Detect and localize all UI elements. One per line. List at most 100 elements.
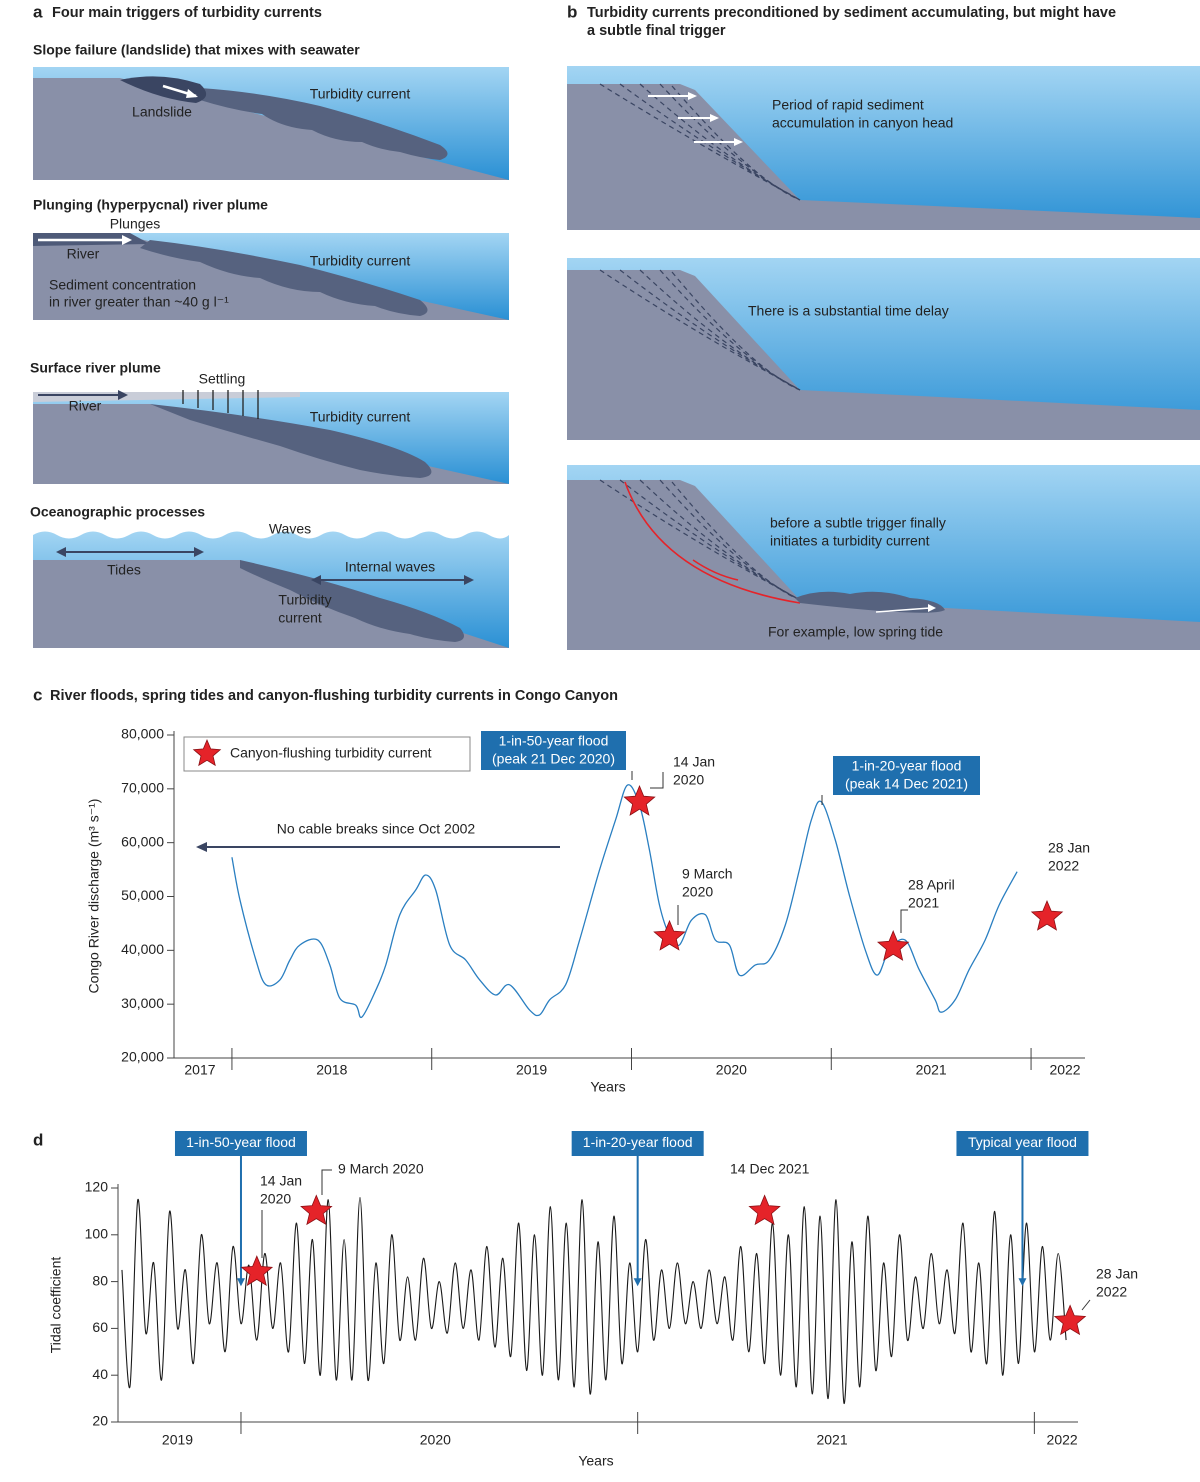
legend-star — [192, 738, 222, 767]
note-text: No cable breaks since Oct 2002 — [277, 821, 476, 837]
x-tick-label: 2022 — [1049, 1062, 1080, 1078]
diagram-final-trigger-shape-shape — [624, 481, 801, 604]
legend-label: Canyon-flushing turbidity current — [230, 745, 432, 761]
label: Landslide — [132, 104, 192, 120]
panel-title: a subtle final trigger — [587, 23, 726, 39]
panel-letter: a — [33, 2, 43, 21]
diagram-time-delay-shape — [567, 270, 1200, 440]
diagram-surface-plume: Settling River Turbidity current — [33, 371, 509, 484]
diagram-final-trigger-shape — [567, 480, 1200, 650]
event-label: 14 Dec 2021 — [730, 1161, 810, 1177]
callout-text: 1-in-50-year flood — [186, 1134, 296, 1150]
x-tick-label: 2020 — [420, 1432, 451, 1448]
label: Turbidity current — [310, 253, 411, 269]
event-label: 2020 — [682, 884, 713, 900]
diagram-landslide: Landslide Turbidity current — [33, 67, 509, 180]
label-leader — [900, 909, 908, 933]
diagram-time-delay-shape-shape — [671, 271, 801, 391]
callout-text: 1-in-20-year flood — [583, 1134, 693, 1150]
diagram-final-trigger-shape-shape — [599, 479, 801, 601]
diagram-accumulation-shape-shape — [710, 114, 719, 122]
callout-box — [481, 731, 626, 770]
diagram-oceanographic-shape — [240, 560, 464, 642]
x-tick-label: 2021 — [916, 1062, 947, 1078]
x-tick-label: 2021 — [816, 1432, 847, 1448]
panel-b: b Turbidity currents preconditioned by s… — [567, 2, 1200, 650]
callout-box — [956, 1131, 1089, 1156]
diagram-time-delay-shape-shape — [599, 269, 801, 391]
diagram-surface-plume-shape — [150, 404, 432, 478]
y-tick-label: 40 — [92, 1366, 108, 1382]
event-label: 2020 — [673, 772, 704, 788]
event-label: 14 Jan — [673, 754, 715, 770]
label: current — [278, 610, 322, 626]
label: For example, low spring tide — [768, 624, 943, 640]
label-leader — [321, 1169, 332, 1195]
event-star — [240, 1255, 274, 1287]
label: Waves — [269, 521, 311, 537]
label: River — [69, 398, 102, 414]
label: Tides — [107, 562, 141, 578]
x-tick-label: 2018 — [316, 1062, 347, 1078]
label: before a subtle trigger finally — [770, 515, 946, 531]
diagram-final-trigger-shape — [875, 607, 931, 613]
diagram-accumulation-shape-shape — [659, 83, 801, 201]
diagram-accumulation-shape-shape — [671, 85, 801, 201]
y-tick-label: 20 — [92, 1413, 108, 1429]
event-label: 2020 — [260, 1191, 291, 1207]
callout-arrowhead — [633, 1278, 642, 1287]
diagram-plunging-shape — [122, 235, 132, 245]
diagram-final-trigger-shape-shape — [659, 479, 801, 601]
callout-text: 1-in-50-year flood — [499, 733, 609, 749]
panel-title: Four main triggers of turbidity currents — [52, 5, 322, 21]
callout-box — [174, 1131, 307, 1156]
diagram-oceanographic-shape — [464, 575, 474, 585]
diagram-oceanographic: Waves Tides Internal waves Turbidity cur… — [33, 521, 509, 648]
diagram-landslide-shape — [120, 76, 207, 103]
diagram-title: Surface river plume — [30, 360, 161, 376]
diagram-plunging: Plunges River Turbidity current Sediment… — [33, 216, 509, 320]
event-star — [300, 1194, 333, 1226]
event-star — [653, 919, 686, 951]
diagram-accumulation: Period of rapid sediment accumulation in… — [567, 66, 1200, 230]
event-star — [748, 1194, 781, 1226]
label: Turbidity current — [310, 409, 411, 425]
diagram-time-delay: There is a substantial time delay — [567, 258, 1200, 440]
diagram-title: Plunging (hyperpycnal) river plume — [33, 197, 268, 213]
event-star — [623, 784, 656, 816]
event-label: 9 March — [682, 866, 733, 882]
event-label: 2022 — [1096, 1284, 1127, 1300]
y-tick-label: 70,000 — [121, 780, 164, 796]
y-tick-label: 60,000 — [121, 833, 164, 849]
event-label: 9 March 2020 — [338, 1161, 424, 1177]
label: Settling — [199, 371, 246, 387]
diagram-title: Oceanographic processes — [30, 504, 205, 520]
data-line — [231, 784, 1018, 1019]
event-star — [877, 930, 910, 961]
label: Internal waves — [345, 559, 435, 575]
callout-arrowhead — [1018, 1278, 1027, 1287]
event-star — [1053, 1304, 1087, 1336]
data-line — [121, 1196, 1067, 1404]
diagram-time-delay-shape — [599, 269, 801, 391]
label-leader — [650, 772, 664, 789]
label-leader — [1081, 1299, 1091, 1311]
diagram-plunging-shape — [140, 240, 428, 316]
y-tick-label: 20,000 — [121, 1049, 164, 1065]
note-arrowhead — [196, 842, 207, 852]
charts: c River floods, spring tides and canyon-f… — [33, 685, 1138, 1468]
y-tick-label: 40,000 — [121, 941, 164, 957]
diagram-accumulation-shape-shape — [688, 92, 697, 100]
y-tick-label: 50,000 — [121, 887, 164, 903]
label: in river greater than ~40 g l⁻¹ — [49, 294, 229, 310]
callout-box — [571, 1131, 704, 1156]
panel-a: a Four main triggers of turbidity curren… — [30, 2, 509, 648]
label: River — [67, 246, 100, 262]
x-axis-label: Years — [578, 1453, 613, 1469]
legend-box — [183, 736, 471, 772]
panel-letter: d — [33, 1130, 43, 1149]
callout-arrowhead — [236, 1278, 245, 1287]
callout-box — [833, 756, 980, 795]
event-star — [1030, 899, 1064, 931]
